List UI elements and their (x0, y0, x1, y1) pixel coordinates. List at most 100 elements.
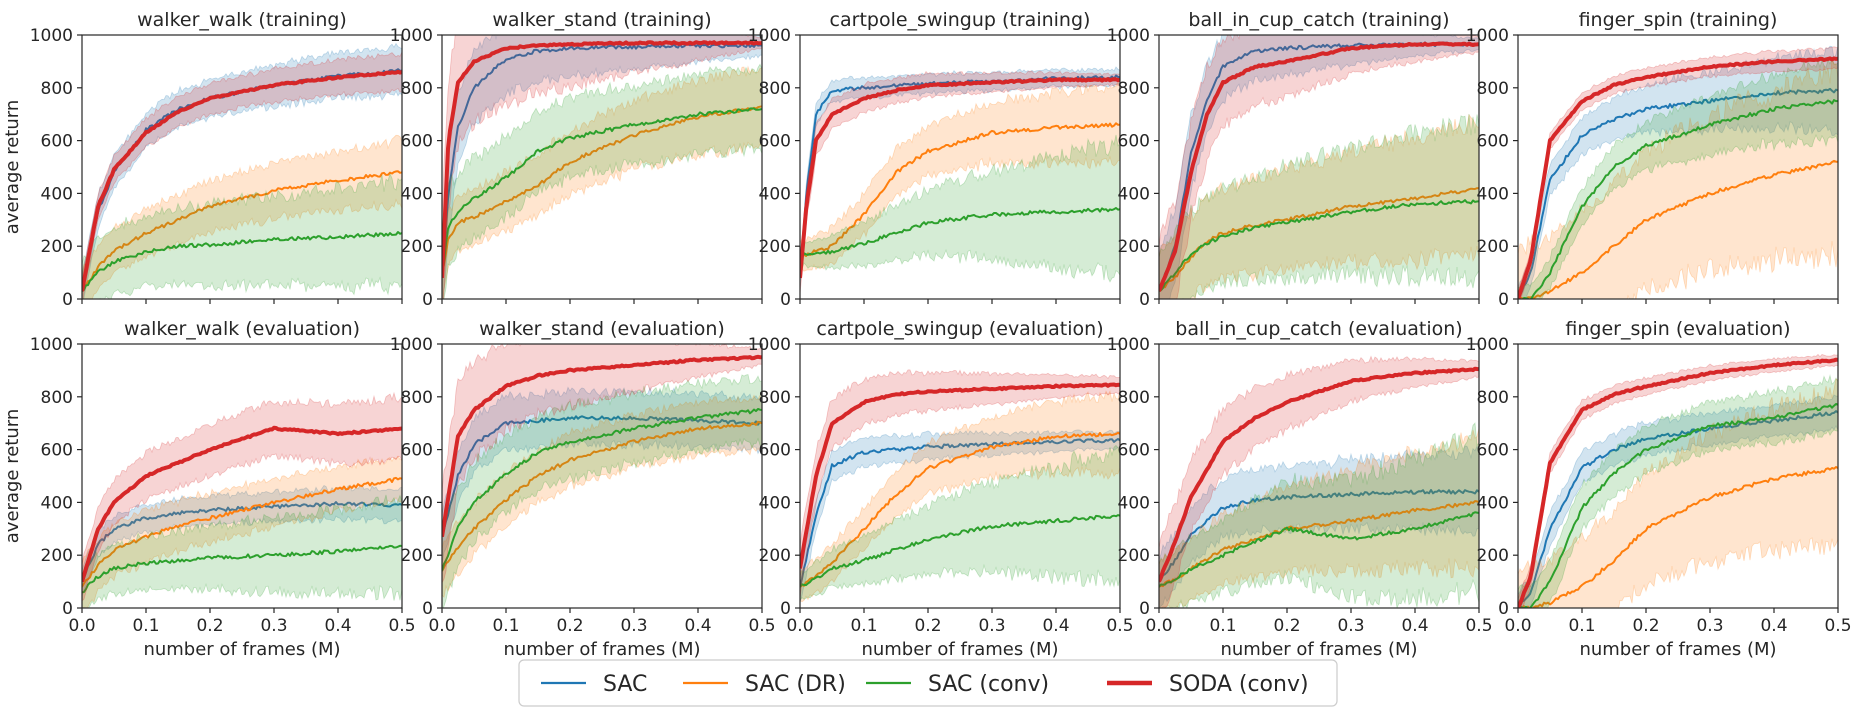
x-tick-label: 0.1 (132, 616, 159, 636)
band-sac (1159, 445, 1479, 608)
y-tick-label: 1000 (1466, 26, 1509, 46)
axes-frame (1158, 34, 1480, 300)
y-tick-label: 800 (401, 79, 433, 99)
y-tick-label: 800 (1118, 388, 1150, 408)
y-tick-label: 200 (41, 237, 73, 257)
panel-title: walker_walk (training) (137, 9, 347, 31)
legend-entry: SAC (conv) (928, 672, 1049, 697)
panel-title: walker_stand (evaluation) (479, 318, 725, 340)
line-sac-dr- (1518, 466, 1838, 608)
band-sac (800, 66, 1120, 288)
panel-title: finger_spin (evaluation) (1565, 318, 1790, 340)
y-tick-label: 200 (1477, 237, 1509, 257)
y-tick-label: 200 (1477, 546, 1509, 566)
y-tick-label: 400 (759, 184, 791, 204)
panel-title: walker_walk (evaluation) (124, 318, 360, 340)
y-tick-label: 600 (759, 441, 791, 461)
y-tick-label: 1000 (30, 335, 73, 355)
legend-entry: SODA (conv) (1169, 672, 1309, 697)
line-sac (82, 501, 402, 583)
line-soda-conv- (1159, 41, 1479, 292)
y-tick-label: 400 (1477, 493, 1509, 513)
x-tick-label: 0.4 (1042, 616, 1069, 636)
band-soda-conv- (1518, 46, 1838, 299)
panel-5: finger_spin (training) 0 200 400 600 800 1000 (1466, 9, 1839, 310)
line-soda-conv- (82, 425, 402, 583)
line-sac-conv- (800, 514, 1120, 588)
line-sac-dr- (800, 122, 1120, 258)
band-soda-conv- (1159, 35, 1479, 299)
y-axis-label: average return (2, 100, 23, 234)
band-sac (1159, 35, 1479, 299)
y-tick-label: 400 (401, 184, 433, 204)
line-soda-conv- (800, 77, 1120, 279)
band-sac-conv- (442, 63, 762, 299)
y-tick-label: 0 (62, 599, 73, 619)
x-tick-label: 0.5 (748, 616, 775, 636)
line-soda-conv- (1518, 357, 1838, 608)
band-sac-conv- (442, 374, 762, 608)
line-sac-dr- (82, 476, 402, 588)
x-tick-label: 0.0 (68, 616, 95, 636)
band-sac-dr- (1159, 113, 1479, 299)
y-tick-label: 200 (41, 546, 73, 566)
x-tick-label: 0.2 (556, 616, 583, 636)
y-tick-label: 0 (62, 290, 73, 310)
axes-frame (441, 343, 763, 609)
line-sac-dr- (442, 420, 762, 572)
legend-box (518, 659, 1338, 707)
y-tick-label: 400 (759, 493, 791, 513)
panel-title: cartpole_swingup (training) (830, 9, 1091, 31)
band-sac (1518, 394, 1838, 608)
line-soda-conv- (442, 40, 762, 278)
x-tick-label: 0.5 (1465, 616, 1492, 636)
axes-frame (1517, 34, 1839, 300)
x-tick-label: 0.3 (620, 616, 647, 636)
line-sac-dr- (1518, 159, 1838, 299)
band-soda-conv- (442, 344, 762, 584)
x-tick-label: 0.2 (914, 616, 941, 636)
y-tick-label: 600 (1477, 132, 1509, 152)
panel-title: ball_in_cup_catch (training) (1188, 9, 1449, 31)
y-tick-label: 200 (759, 237, 791, 257)
legend-entry: SAC (603, 672, 647, 697)
x-tick-label: 0.1 (1209, 616, 1236, 636)
y-tick-label: 200 (1118, 546, 1150, 566)
band-sac-dr- (82, 134, 402, 299)
y-tick-label: 0 (780, 290, 791, 310)
x-axis-label: number of frames (M) (1579, 639, 1776, 660)
line-sac (1518, 410, 1838, 608)
x-tick-label: 0.0 (1145, 616, 1172, 636)
y-tick-label: 200 (759, 546, 791, 566)
x-axis-label: number of frames (M) (503, 639, 700, 660)
x-tick-label: 0.4 (1401, 616, 1428, 636)
band-sac-conv- (800, 134, 1120, 283)
x-tick-label: 0.2 (196, 616, 223, 636)
x-tick-label: 0.5 (388, 616, 415, 636)
panel-title: walker_stand (training) (492, 9, 711, 31)
band-sac-dr- (1159, 427, 1479, 608)
line-sac-conv- (442, 408, 762, 572)
band-soda-conv- (442, 35, 762, 299)
line-soda-conv- (1159, 366, 1479, 583)
legend-entry: SAC (DR) (745, 672, 846, 697)
line-sac (1518, 87, 1838, 299)
line-sac-dr- (442, 105, 762, 279)
x-tick-label: 0.3 (978, 616, 1005, 636)
x-tick-label: 0.2 (1632, 616, 1659, 636)
y-tick-label: 800 (1118, 79, 1150, 99)
panel-title: cartpole_swingup (evaluation) (816, 318, 1103, 340)
x-axis-label: number of frames (M) (143, 639, 340, 660)
band-soda-conv- (1159, 355, 1479, 608)
x-tick-label: 0.1 (1568, 616, 1595, 636)
x-tick-label: 0.5 (1824, 616, 1851, 636)
axes-frame (1517, 343, 1839, 609)
axes-frame (799, 34, 1121, 300)
y-tick-label: 400 (1118, 493, 1150, 513)
y-tick-label: 1000 (390, 26, 433, 46)
panel-8: cartpole_swingup (evaluation) 0 200 400 600 8… (748, 318, 1134, 660)
line-sac-conv- (1518, 403, 1838, 608)
y-tick-label: 600 (41, 441, 73, 461)
y-tick-label: 800 (1477, 388, 1509, 408)
band-soda-conv- (800, 70, 1120, 295)
